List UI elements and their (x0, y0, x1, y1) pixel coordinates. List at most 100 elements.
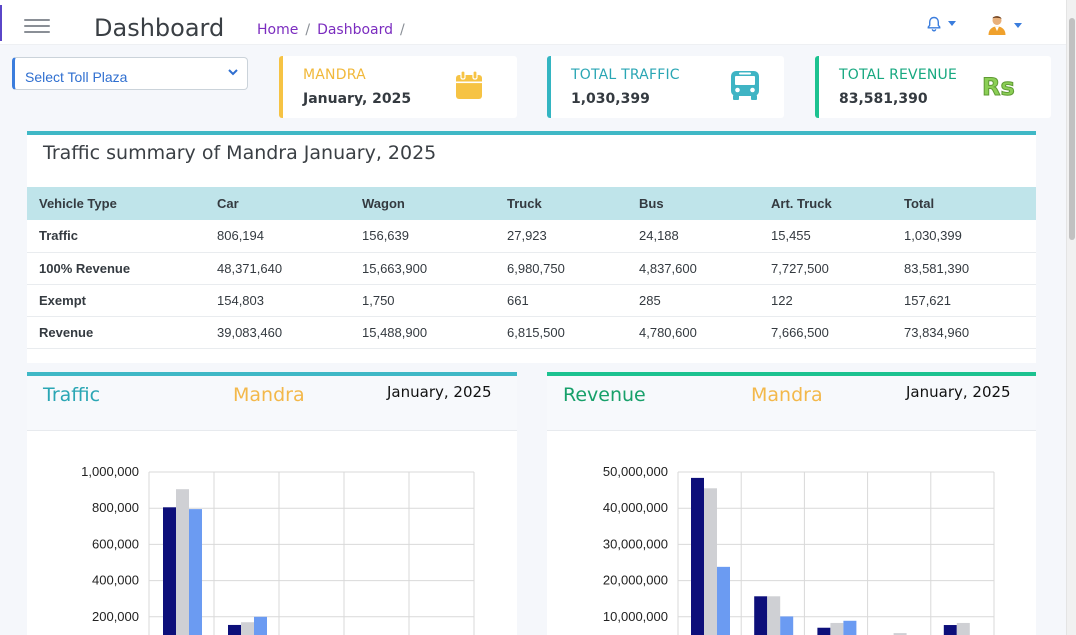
total-traffic-value: 1,030,399 (571, 91, 650, 107)
bell-icon (927, 16, 941, 32)
chart-bar (176, 489, 189, 635)
chart-bar (704, 488, 717, 635)
hamburger-menu-icon[interactable] (24, 19, 50, 37)
chart-bar (893, 633, 907, 635)
chart-bar (228, 624, 241, 635)
chevron-down-icon (228, 69, 238, 76)
table-cell: 1,750 (350, 284, 495, 317)
traffic-chart-panel: Traffic Mandra January, 2025 200,000 400,… (27, 372, 517, 635)
table-cell: 27,923 (495, 220, 627, 253)
y-tick-label: 200,000 (92, 609, 139, 624)
column-header: Truck (495, 187, 627, 220)
table-cell: 24,188 (627, 220, 759, 253)
table-row: Revenue 39,083,460 15,488,900 6,815,500 … (27, 316, 1036, 349)
table-cell: 15,663,900 (350, 252, 495, 285)
traffic-chart-header: Traffic Mandra January, 2025 (27, 376, 517, 431)
table-cell: 661 (495, 284, 627, 317)
row-header: Revenue (27, 316, 205, 349)
table-cell: 4,780,600 (627, 316, 759, 349)
chart-bar (717, 566, 730, 635)
chevron-down-icon (948, 21, 956, 27)
table-cell: 1,030,399 (892, 220, 1036, 253)
y-tick-label: 30,000,000 (603, 536, 668, 551)
y-tick-label: 20,000,000 (603, 573, 668, 588)
revenue-chart-date: January, 2025 (906, 383, 1011, 401)
user-menu[interactable] (986, 14, 1022, 36)
chart-bar (241, 622, 254, 635)
total-traffic-card: TOTAL TRAFFIC 1,030,399 (547, 56, 784, 118)
chart-bar (843, 620, 857, 635)
traffic-summary-table: Vehicle Type Car Wagon Truck Bus Art. Tr… (27, 187, 1036, 349)
table-row: Exempt 154,803 1,750 661 285 122 157,621 (27, 284, 1036, 317)
avatar (988, 16, 1006, 35)
chart-bar (691, 477, 704, 635)
table-cell: 157,621 (892, 284, 1036, 317)
page-scrollbar[interactable] (1066, 0, 1076, 635)
table-cell: 7,666,500 (759, 316, 892, 349)
sidebar-edge (0, 5, 2, 41)
scrollbar-thumb[interactable] (1069, 18, 1075, 240)
y-tick-label: 40,000,000 (603, 500, 668, 515)
breadcrumb-home[interactable]: Home (257, 22, 299, 38)
column-header: Car (205, 187, 350, 220)
column-header: Wagon (350, 187, 495, 220)
table-row: Traffic 806,194 156,639 27,923 24,188 15… (27, 220, 1036, 253)
toll-plaza-select[interactable]: Select Toll Plaza (12, 57, 248, 90)
column-header: Total (892, 187, 1036, 220)
total-revenue-card: TOTAL REVENUE 83,581,390 Rs (815, 56, 1051, 118)
chart-bar (754, 596, 768, 635)
traffic-chart-plaza: Mandra (233, 384, 305, 406)
table-cell: 806,194 (205, 220, 350, 253)
traffic-bar-chart: 200,000 400,000 600,000 800,000 1,000,000 (81, 464, 475, 635)
traffic-chart-date: January, 2025 (387, 383, 492, 401)
chart-bar (817, 627, 831, 635)
top-navbar: Dashboard Home / Dashboard / (0, 0, 1066, 45)
table-cell: 154,803 (205, 284, 350, 317)
column-header: Vehicle Type (27, 187, 205, 220)
revenue-chart-header: Revenue Mandra January, 2025 (547, 376, 1036, 431)
y-tick-label: 10,000,000 (603, 609, 668, 624)
table-header-row: Vehicle Type Car Wagon Truck Bus Art. Tr… (27, 187, 1036, 220)
total-revenue-label: TOTAL REVENUE (839, 67, 958, 83)
chart-bar (830, 622, 844, 635)
total-traffic-label: TOTAL TRAFFIC (571, 67, 680, 83)
y-tick-label: 800,000 (92, 500, 139, 515)
chart-bar (767, 596, 781, 635)
total-revenue-value: 83,581,390 (839, 91, 928, 107)
rupee-icon: Rs (982, 73, 1016, 102)
y-tick-label: 600,000 (92, 536, 139, 551)
bus-icon (731, 71, 759, 100)
table-cell: 6,815,500 (495, 316, 627, 349)
chart-bar (163, 507, 176, 635)
revenue-chart-plaza: Mandra (751, 384, 823, 406)
y-tick-label: 1,000,000 (81, 464, 139, 479)
table-row: 100% Revenue 48,371,640 15,663,900 6,980… (27, 252, 1036, 285)
column-header: Bus (627, 187, 759, 220)
plaza-card-label: MANDRA (303, 67, 366, 83)
chevron-down-icon (1014, 22, 1022, 28)
table-cell: 156,639 (350, 220, 495, 253)
chart-bar (956, 622, 970, 635)
y-tick-label: 400,000 (92, 573, 139, 588)
chart-bar (189, 509, 202, 635)
table-cell: 39,083,460 (205, 316, 350, 349)
chart-bar (254, 616, 267, 635)
table-cell: 122 (759, 284, 892, 317)
breadcrumb-dashboard[interactable]: Dashboard (317, 22, 394, 38)
page-title: Dashboard (94, 14, 225, 42)
y-tick-label: 50,000,000 (603, 464, 668, 479)
calendar-icon (456, 70, 482, 99)
table-cell: 15,488,900 (350, 316, 495, 349)
toll-plaza-select-value: Select Toll Plaza (25, 69, 128, 85)
row-header: 100% Revenue (27, 252, 205, 285)
plaza-card: MANDRA January, 2025 (279, 56, 517, 118)
table-cell: 73,834,960 (892, 316, 1036, 349)
table-cell: 6,980,750 (495, 252, 627, 285)
table-cell: 285 (627, 284, 759, 317)
revenue-chart-panel: Revenue Mandra January, 2025 10,000,000 2… (547, 372, 1036, 635)
table-cell: 48,371,640 (205, 252, 350, 285)
traffic-summary-panel: Traffic summary of Mandra January, 2025 … (27, 131, 1036, 363)
notifications-dropdown[interactable] (926, 15, 956, 33)
revenue-chart-title: Revenue (563, 384, 646, 406)
table-cell: 15,455 (759, 220, 892, 253)
